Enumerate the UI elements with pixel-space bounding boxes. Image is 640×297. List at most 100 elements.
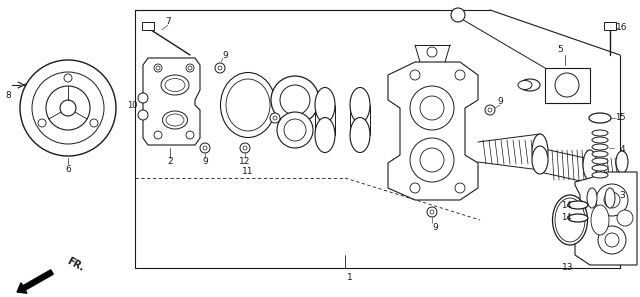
Circle shape	[596, 184, 628, 216]
Text: 13: 13	[563, 263, 573, 273]
Circle shape	[203, 146, 207, 150]
Circle shape	[186, 131, 194, 139]
Circle shape	[32, 72, 104, 144]
Circle shape	[218, 66, 222, 70]
Ellipse shape	[583, 150, 597, 180]
Ellipse shape	[589, 113, 611, 123]
Ellipse shape	[315, 88, 335, 122]
Text: 6: 6	[65, 165, 71, 175]
Circle shape	[46, 86, 90, 130]
Ellipse shape	[592, 158, 608, 164]
Text: 1: 1	[347, 274, 353, 282]
Circle shape	[243, 146, 247, 150]
Ellipse shape	[520, 79, 540, 91]
Text: 9: 9	[222, 50, 228, 59]
Ellipse shape	[568, 214, 588, 222]
Bar	[545, 68, 590, 103]
Circle shape	[410, 138, 454, 182]
Circle shape	[60, 100, 76, 116]
Ellipse shape	[591, 205, 609, 235]
Ellipse shape	[592, 130, 608, 136]
Polygon shape	[388, 62, 478, 200]
Circle shape	[270, 113, 280, 123]
Circle shape	[430, 210, 434, 214]
Text: 11: 11	[243, 168, 253, 176]
Circle shape	[280, 85, 310, 115]
Ellipse shape	[221, 72, 275, 138]
Circle shape	[200, 143, 210, 153]
Circle shape	[555, 73, 579, 97]
Circle shape	[420, 148, 444, 172]
Text: 16: 16	[616, 23, 628, 32]
Circle shape	[271, 76, 319, 124]
Circle shape	[410, 183, 420, 193]
Circle shape	[20, 60, 116, 156]
Circle shape	[277, 112, 313, 148]
Polygon shape	[575, 172, 637, 265]
Ellipse shape	[532, 134, 548, 170]
Text: 7: 7	[165, 18, 171, 26]
Text: 14: 14	[561, 214, 572, 222]
Circle shape	[598, 226, 626, 254]
Ellipse shape	[163, 111, 188, 129]
Circle shape	[273, 116, 277, 120]
Circle shape	[455, 183, 465, 193]
Circle shape	[154, 64, 162, 72]
Circle shape	[485, 105, 495, 115]
Ellipse shape	[161, 75, 189, 95]
Ellipse shape	[616, 151, 628, 173]
Circle shape	[156, 66, 160, 70]
Ellipse shape	[592, 137, 608, 143]
Ellipse shape	[226, 79, 270, 131]
Ellipse shape	[518, 80, 532, 89]
Circle shape	[284, 119, 306, 141]
Ellipse shape	[165, 78, 185, 91]
Polygon shape	[143, 58, 200, 145]
Circle shape	[410, 86, 454, 130]
Circle shape	[410, 70, 420, 80]
Circle shape	[90, 119, 98, 127]
Circle shape	[64, 74, 72, 82]
Text: 9: 9	[432, 224, 438, 233]
Circle shape	[617, 210, 633, 226]
Text: 2: 2	[167, 157, 173, 167]
Circle shape	[240, 143, 250, 153]
Ellipse shape	[350, 88, 370, 122]
Text: FR.: FR.	[65, 256, 86, 274]
Text: 4: 4	[619, 146, 625, 154]
Ellipse shape	[532, 146, 548, 174]
Circle shape	[215, 63, 225, 73]
Circle shape	[488, 108, 492, 112]
Circle shape	[455, 70, 465, 80]
Circle shape	[605, 233, 619, 247]
Bar	[604, 22, 616, 30]
Bar	[142, 22, 154, 30]
Circle shape	[154, 131, 162, 139]
Text: 10: 10	[127, 100, 137, 110]
Text: 9: 9	[202, 157, 208, 167]
Text: 3: 3	[619, 190, 625, 200]
Text: 5: 5	[557, 45, 563, 55]
Circle shape	[186, 64, 194, 72]
Ellipse shape	[587, 188, 597, 208]
Text: 15: 15	[615, 113, 625, 122]
Circle shape	[138, 93, 148, 103]
Ellipse shape	[592, 144, 608, 150]
Circle shape	[138, 110, 148, 120]
Ellipse shape	[592, 165, 608, 171]
Ellipse shape	[605, 188, 615, 208]
FancyArrow shape	[17, 270, 53, 293]
Circle shape	[604, 192, 620, 208]
Circle shape	[427, 207, 437, 217]
Ellipse shape	[555, 198, 585, 242]
Ellipse shape	[315, 118, 335, 152]
Ellipse shape	[592, 172, 608, 178]
Text: 8: 8	[5, 91, 11, 99]
Circle shape	[188, 66, 192, 70]
Circle shape	[420, 96, 444, 120]
Text: 14: 14	[561, 200, 572, 209]
Ellipse shape	[552, 195, 588, 245]
Circle shape	[451, 8, 465, 22]
Ellipse shape	[592, 151, 608, 157]
Ellipse shape	[166, 114, 184, 126]
